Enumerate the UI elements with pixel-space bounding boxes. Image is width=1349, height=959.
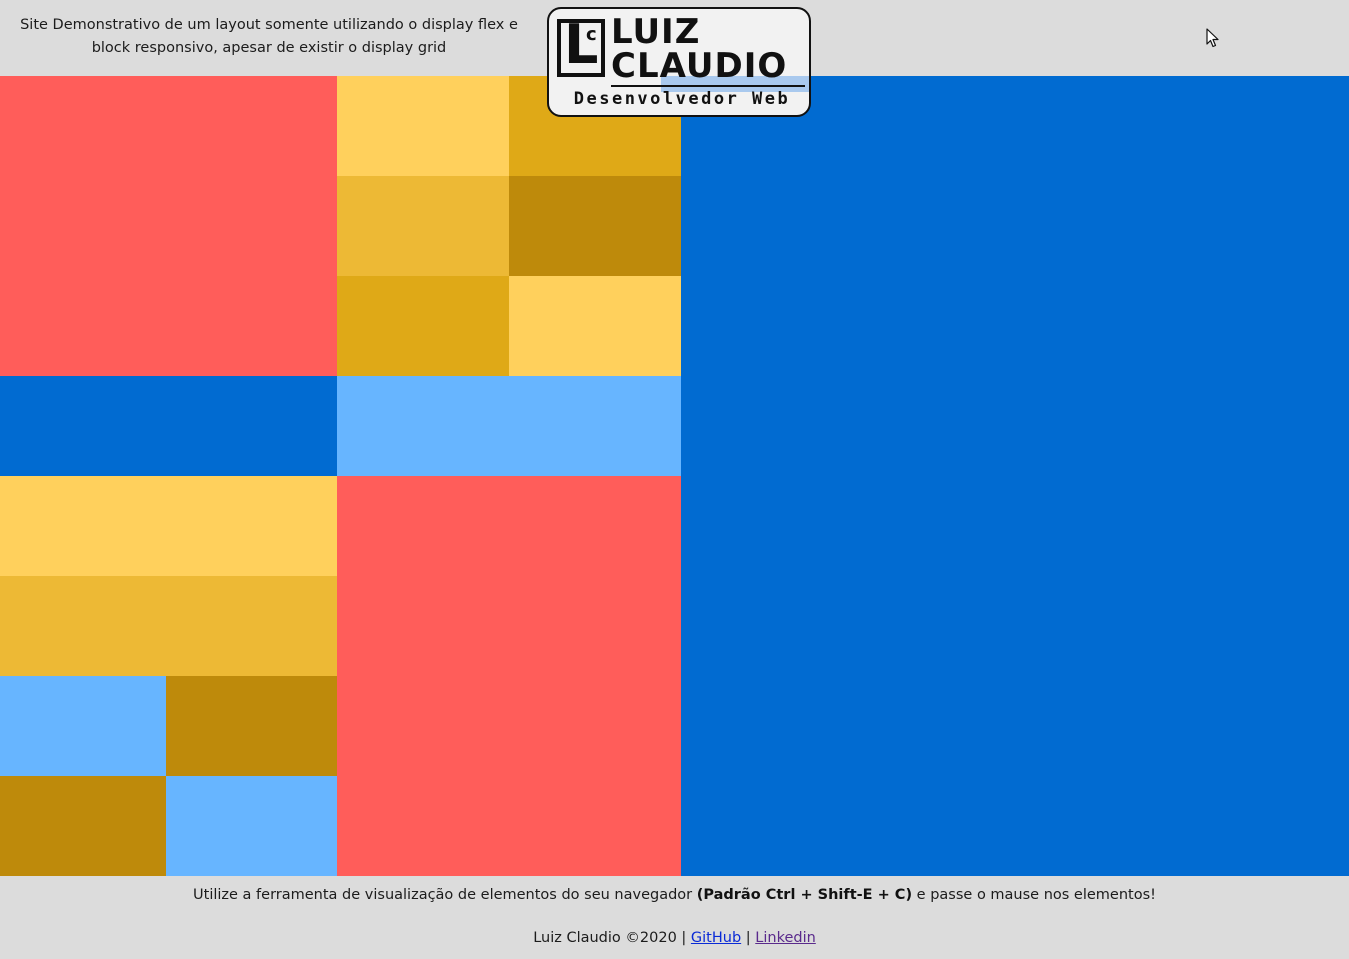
footer-credit: Luiz Claudio ©2020 | GitHub | Linkedin [0, 928, 1349, 948]
block-gold-tile-2[interactable] [0, 776, 166, 876]
block-gold-tile-3[interactable] [509, 176, 681, 276]
block-blue-dark-main[interactable] [681, 76, 1349, 876]
footer-tip-shortcut: (Padrão Ctrl + Shift-E + C) [696, 887, 913, 903]
block-yellow-light-tile-1[interactable] [337, 76, 509, 176]
block-yellow-dark-tile-2[interactable] [337, 276, 509, 376]
block-yellow-light-band[interactable] [0, 476, 337, 576]
mouse-pointer-icon [1206, 28, 1219, 48]
linkedin-link[interactable]: Linkedin [755, 930, 816, 946]
footer-tip-end: e passe o mause nos elementos! [912, 887, 1156, 903]
block-blue-light-tile-1[interactable] [0, 676, 166, 776]
block-yellow-mid-band[interactable] [0, 576, 337, 676]
block-blue-dark-band[interactable] [0, 376, 337, 476]
block-red-large[interactable] [0, 76, 337, 376]
header-description: Site Demonstrativo de um layout somente … [20, 17, 518, 56]
footer-tip: Utilize a ferramenta de visualização de … [0, 885, 1349, 905]
logo-monogram-l: L [564, 13, 599, 76]
logo-monogram-c: c [586, 24, 597, 45]
block-yellow-light-tile-2[interactable] [509, 276, 681, 376]
logo-name-first: LUIZ [611, 12, 701, 52]
page-footer: Utilize a ferramenta de visualização de … [0, 876, 1349, 959]
block-blue-light-band[interactable] [337, 376, 681, 476]
block-blue-light-tile-2[interactable] [166, 776, 337, 876]
github-link[interactable]: GitHub [690, 930, 742, 946]
block-yellow-mid-tile[interactable] [337, 176, 509, 276]
logo-monogram: L c [557, 15, 605, 77]
footer-tip-start: Utilize a ferramenta de visualização de … [193, 887, 697, 903]
block-gold-tile-1[interactable] [166, 676, 337, 776]
logo-highlight [661, 76, 809, 92]
block-red-tall[interactable] [337, 476, 681, 876]
logo-subtitle: Desenvolvedor Web [573, 89, 791, 109]
footer-credit-text: Luiz Claudio ©2020 | [533, 930, 691, 946]
logo-name-last: CLAUDIO [611, 46, 788, 86]
site-logo[interactable]: L c LUIZ CLAUDIO Desenvolvedor Web [547, 7, 811, 117]
logo-divider [611, 85, 805, 87]
footer-separator: | [741, 930, 756, 946]
